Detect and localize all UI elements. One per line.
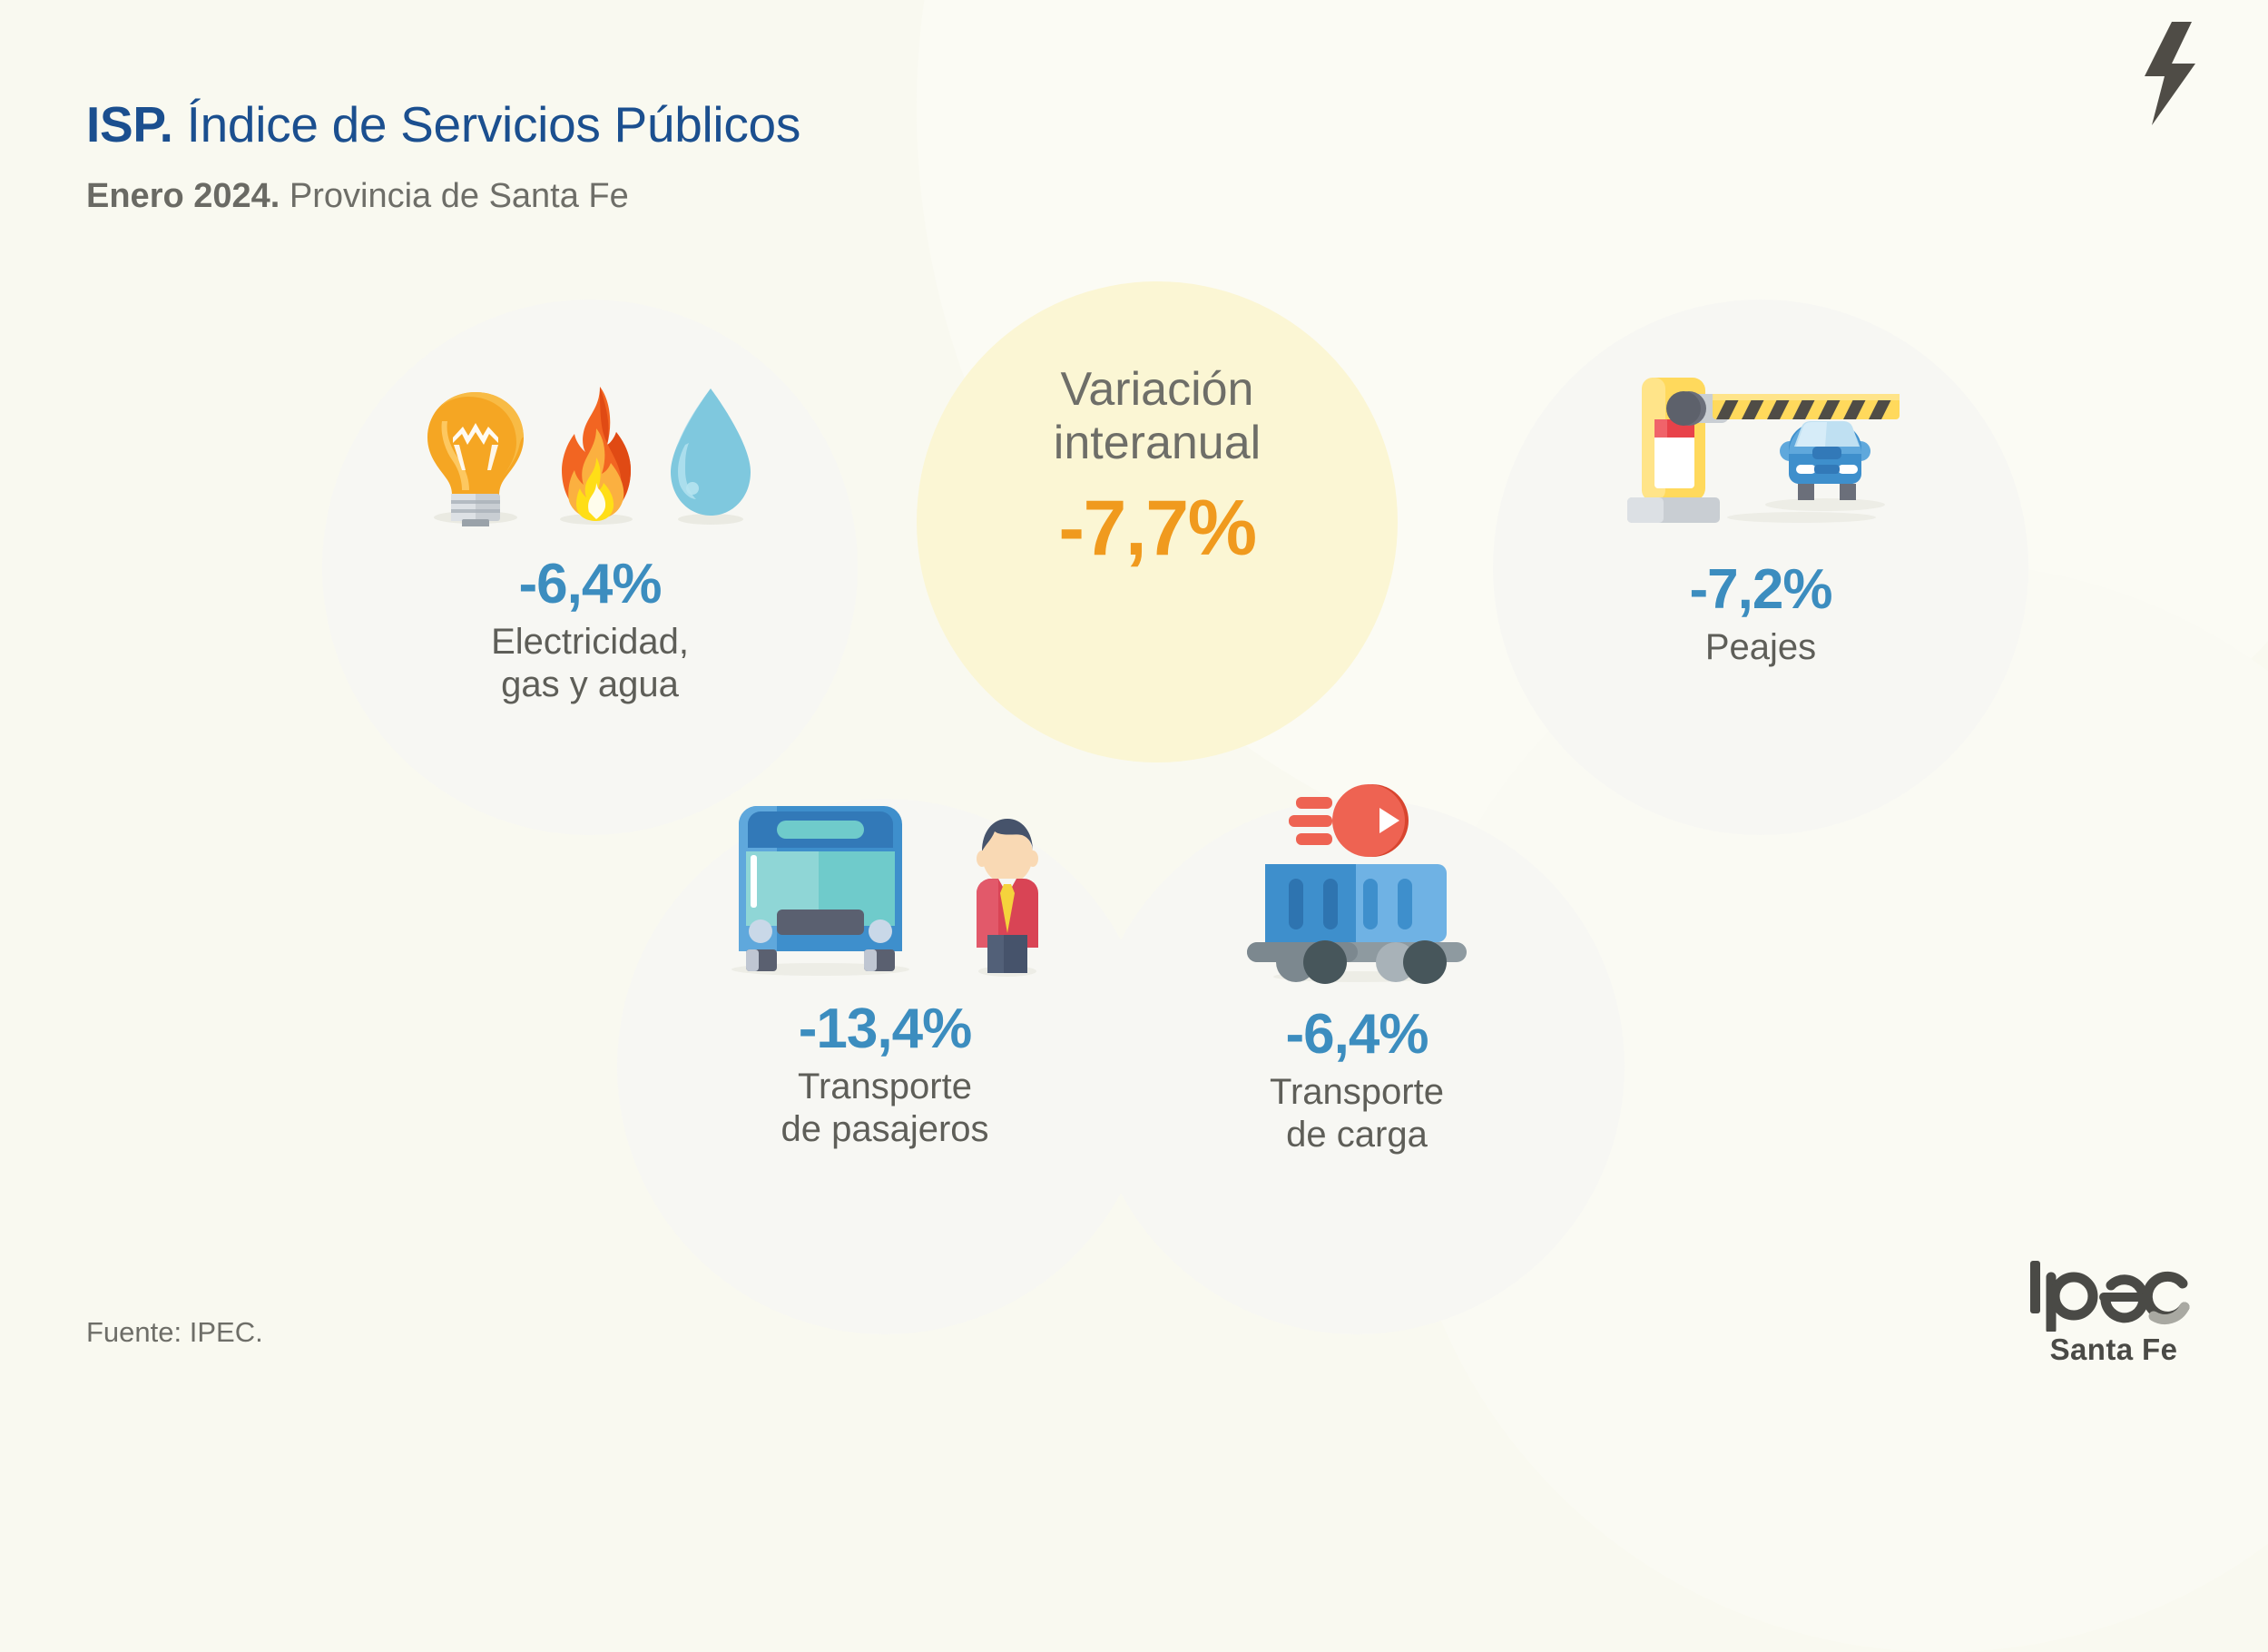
card-value-passengers: -13,4% — [798, 998, 972, 1060]
source-note: Fuente: IPEC. — [86, 1316, 263, 1348]
card-main-highlight: Variación interanual -7,7% — [917, 363, 1398, 574]
flame-icon — [544, 381, 649, 531]
card-cargo: -6,4% Transporte de carga — [1085, 782, 1629, 1156]
bubble-electricity — [322, 300, 858, 835]
page-title-acronym: ISP. — [86, 96, 173, 152]
lightning-bolt-icon — [2132, 20, 2203, 132]
bus-icon — [721, 799, 957, 981]
card-label-electricity: Electricidad, gas y agua — [491, 622, 689, 705]
card-passengers: -13,4% Transporte de pasajeros — [613, 799, 1157, 1151]
card-label-passengers: Transporte de pasajeros — [781, 1067, 989, 1150]
lightbulb-icon — [417, 381, 535, 534]
icon-row-tolls — [1611, 363, 1910, 529]
card-electricity: -6,4% Electricidad, gas y agua — [318, 381, 862, 706]
card-label-tolls: Peajes — [1704, 627, 1817, 668]
card-value-electricity: -6,4% — [518, 553, 663, 615]
icon-row-electricity — [417, 381, 763, 534]
ipec-wordmark-icon — [2023, 1255, 2204, 1336]
card-label-cargo: Transporte de carga — [1270, 1072, 1444, 1155]
page-subtitle-period: Enero 2024. — [86, 177, 280, 215]
card-value-tolls: -7,2% — [1689, 558, 1833, 621]
card-tolls: -7,2% Peajes — [1488, 363, 2033, 669]
page-title: ISP. Índice de Servicios Públicos — [86, 95, 800, 153]
person-icon — [966, 799, 1049, 981]
card-value-cargo: -6,4% — [1285, 1003, 1429, 1066]
page-title-rest: Índice de Servicios Públicos — [172, 96, 801, 152]
page-subtitle-region: Provincia de Santa Fe — [280, 177, 629, 215]
car-icon — [1765, 421, 1885, 511]
water-drop-icon — [658, 381, 763, 531]
page-subtitle: Enero 2024. Provincia de Santa Fe — [86, 177, 800, 216]
header: ISP. Índice de Servicios Públicos Enero … — [86, 95, 800, 216]
cargo-container-icon — [1243, 782, 1470, 988]
brand-subtitle: Santa Fe — [2049, 1332, 2178, 1366]
main-caption: Variación interanual — [1053, 363, 1262, 470]
main-value: -7,7% — [1058, 484, 1257, 572]
brand-logo: Santa Fe — [2023, 1255, 2204, 1367]
icon-row-passengers — [721, 799, 1049, 981]
speed-arrow-icon — [1289, 784, 1409, 857]
icon-row-cargo — [1243, 782, 1470, 988]
toll-barrier-icon — [1611, 363, 1910, 529]
